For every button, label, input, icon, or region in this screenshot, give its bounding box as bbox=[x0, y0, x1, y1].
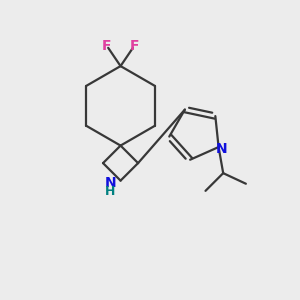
Text: F: F bbox=[102, 39, 112, 53]
Text: N: N bbox=[216, 142, 227, 155]
Text: F: F bbox=[130, 39, 139, 53]
Text: H: H bbox=[105, 185, 116, 198]
Text: N: N bbox=[104, 176, 116, 190]
